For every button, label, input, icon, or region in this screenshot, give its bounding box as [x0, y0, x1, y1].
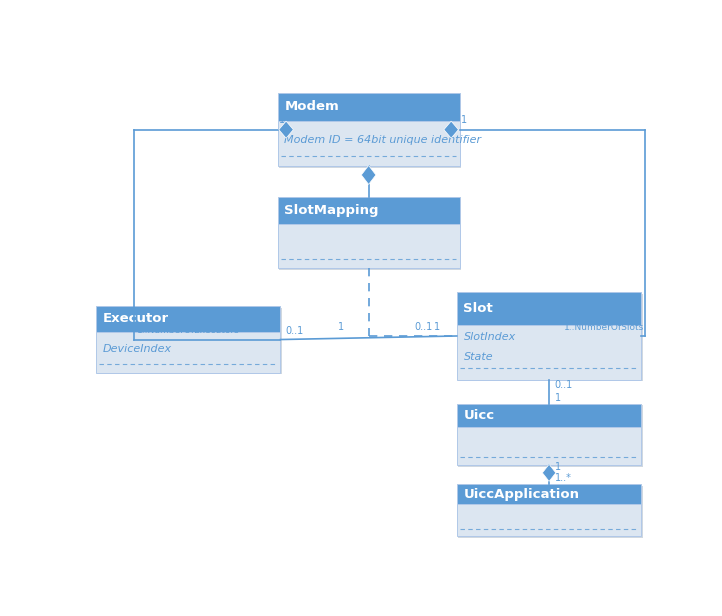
Bar [279, 199, 461, 270]
Bar [458, 485, 643, 538]
Bar [457, 403, 641, 427]
Bar [458, 405, 643, 467]
Bar [457, 427, 641, 465]
Bar [278, 121, 459, 166]
Text: Modem: Modem [284, 100, 339, 113]
Text: Slot: Slot [464, 302, 493, 315]
Polygon shape [542, 464, 556, 481]
Polygon shape [444, 121, 458, 138]
Text: 1: 1 [338, 322, 344, 332]
Text: 1: 1 [554, 462, 561, 472]
Text: 1: 1 [279, 115, 285, 124]
Text: Executor: Executor [103, 312, 169, 325]
Bar [457, 325, 641, 380]
Bar [278, 197, 459, 224]
Text: 1..NumberOfExecutors: 1..NumberOfExecutors [136, 326, 240, 335]
Text: Modem ID = 64bit unique identifier: Modem ID = 64bit unique identifier [284, 135, 482, 145]
Text: State: State [464, 352, 493, 362]
Bar [457, 292, 641, 325]
Bar [457, 484, 641, 504]
Text: 0..1: 0..1 [415, 322, 433, 332]
Bar [278, 224, 459, 269]
Bar [279, 94, 461, 168]
Text: SlotIndex: SlotIndex [464, 331, 516, 342]
Bar [458, 294, 643, 381]
Text: 1..NumberOfSlots: 1..NumberOfSlots [564, 323, 644, 332]
Bar [278, 93, 459, 121]
Text: 1: 1 [461, 115, 467, 124]
Bar [457, 504, 641, 537]
Text: DeviceIndex: DeviceIndex [103, 344, 172, 354]
Bar [96, 331, 280, 373]
Polygon shape [361, 166, 376, 184]
Text: 1: 1 [554, 393, 561, 403]
Text: Uicc: Uicc [464, 409, 495, 422]
Text: 1: 1 [435, 322, 440, 332]
Text: 0..1: 0..1 [285, 326, 303, 336]
Bar [96, 306, 280, 331]
Text: 1..*: 1..* [554, 473, 572, 484]
Text: SlotMapping: SlotMapping [284, 205, 379, 217]
Polygon shape [279, 121, 293, 138]
Bar [97, 308, 282, 374]
Text: UiccApplication: UiccApplication [464, 488, 580, 501]
Text: 0..1: 0..1 [554, 381, 573, 391]
